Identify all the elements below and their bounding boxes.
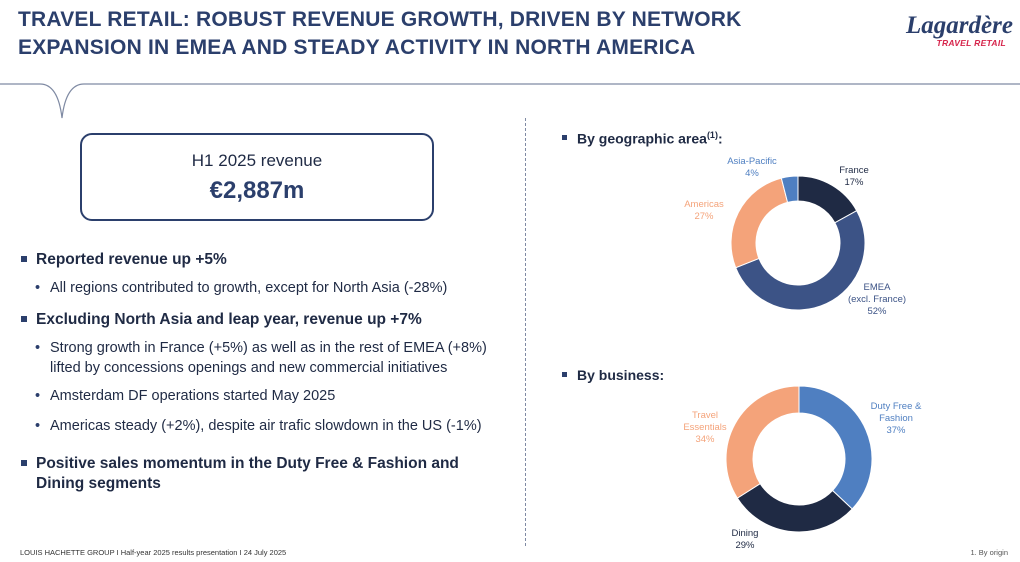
geo-donut-chart: France 17% EMEA (excl. France) 52% Americas 27…: [684, 156, 906, 317]
bullet-list: Reported revenue up +5% All regions cont…: [20, 250, 510, 494]
column-divider: [525, 118, 526, 546]
logo-brand: Lagardère: [906, 12, 1013, 39]
logo-subtitle: TRAVEL RETAIL: [936, 38, 1006, 48]
revenue-kpi-box: H1 2025 revenue €2,887m: [80, 133, 434, 221]
footer-text: LOUIS HACHETTE GROUP I Half-year 2025 re…: [20, 548, 287, 557]
bullet-level-2: Strong growth in France (+5%) as well as…: [20, 338, 510, 378]
slice-label-emea-excl-france: EMEA (excl. France) 52%: [848, 282, 906, 317]
slice-label-duty-free-fashion: Duty Free & Fashion 37%: [871, 401, 922, 436]
slice-label-americas: Americas 27%: [684, 199, 724, 222]
header-callout-line: [0, 83, 1020, 119]
bullet-level-2: All regions contributed to growth, excep…: [20, 278, 510, 298]
footnote-text: 1. By origin: [970, 548, 1008, 557]
slice-label-dining: Dining 29%: [732, 528, 759, 551]
slice-americas: [730, 177, 789, 269]
geo-section-title: By geographic area(1):: [562, 130, 723, 147]
square-bullet-icon: [562, 371, 567, 377]
slice-duty-free-fashion: [798, 385, 873, 510]
slice-label-france: France 17%: [839, 165, 869, 188]
kpi-value: €2,887m: [209, 177, 305, 204]
slide-title-line-2: EXPANSION IN EMEA AND STEADY ACTIVITY IN…: [18, 36, 696, 59]
geo-title-colon: :: [717, 130, 723, 147]
business-donut-chart: Duty Free & Fashion 37% Dining 29% Travel Esse…: [683, 385, 922, 551]
square-bullet-icon: [562, 135, 567, 141]
business-title-text: By business:: [577, 367, 665, 383]
slice-label-asia-pacific: Asia-Pacific 4%: [727, 156, 777, 179]
bullet-level-1: Excluding North Asia and leap year, reve…: [20, 310, 510, 330]
slice-travel-essentials: [725, 385, 800, 499]
bullet-level-1: Reported revenue up +5%: [20, 250, 510, 270]
kpi-label: H1 2025 revenue: [191, 151, 323, 170]
slice-asia-pacific: [780, 175, 799, 203]
footnote-ref: (1): [706, 130, 718, 140]
slice-emea-excl-france: [735, 210, 866, 311]
bullet-level-2: Amsterdam DF operations started May 2025: [20, 386, 510, 406]
bullet-level-2: Americas steady (+2%), despite air trafi…: [20, 414, 510, 438]
slide-title: TRAVEL RETAIL: ROBUST REVENUE GROWTH, DR…: [18, 6, 898, 62]
geo-title-text: By geographic area: [577, 130, 707, 147]
lagardere-logo: Lagardère TRAVEL RETAIL: [906, 12, 1013, 48]
bullet-level-1: Positive sales momentum in the Duty Free…: [20, 454, 510, 494]
slice-label-travel-essentials: Travel Essentials 34%: [683, 410, 727, 445]
business-section-title: By business:: [562, 367, 664, 383]
slide-title-line-1: TRAVEL RETAIL: ROBUST REVENUE GROWTH, DR…: [18, 8, 742, 31]
